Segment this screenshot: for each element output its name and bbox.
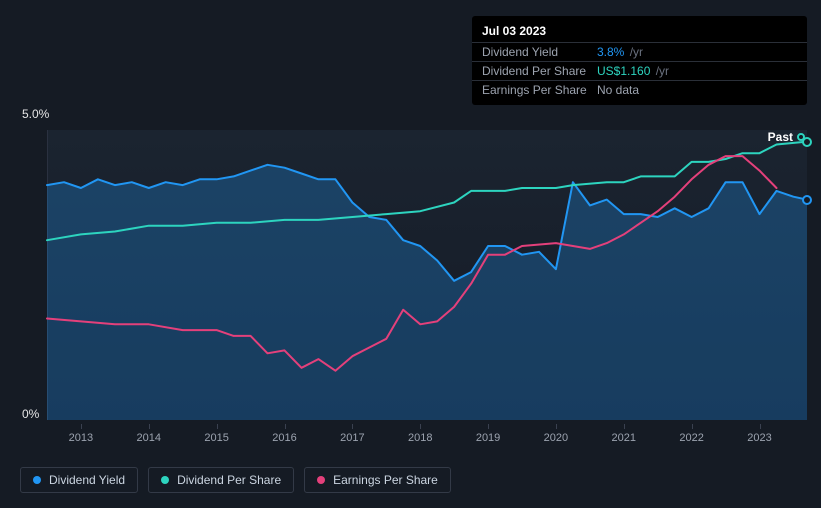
series-end-marker-dividend-yield bbox=[802, 195, 812, 205]
x-axis-label: 2021 bbox=[612, 432, 636, 444]
past-badge: Past bbox=[768, 130, 805, 144]
legend-item-label: Dividend Per Share bbox=[177, 473, 281, 487]
legend: Dividend Yield Dividend Per Share Earnings… bbox=[20, 467, 451, 493]
series-end-marker-dividend-per-share bbox=[802, 137, 812, 147]
tooltip-row: Dividend Yield3.8% /yr bbox=[472, 42, 807, 61]
x-tick bbox=[760, 424, 761, 429]
tooltip-row: Earnings Per ShareNo data bbox=[472, 80, 807, 99]
y-axis-label-min: 0% bbox=[22, 407, 39, 421]
x-tick bbox=[285, 424, 286, 429]
tooltip-row-label: Dividend Per Share bbox=[482, 64, 597, 78]
tooltip: Jul 03 2023 Dividend Yield3.8% /yrDivide… bbox=[472, 16, 807, 105]
x-axis-label: 2014 bbox=[137, 432, 161, 444]
x-tick bbox=[624, 424, 625, 429]
x-axis-label: 2023 bbox=[747, 432, 771, 444]
x-tick bbox=[217, 424, 218, 429]
tooltip-row-value: No data bbox=[597, 83, 639, 97]
legend-dot-icon bbox=[161, 476, 169, 484]
tooltip-row-label: Dividend Yield bbox=[482, 45, 597, 59]
legend-dot-icon bbox=[317, 476, 325, 484]
x-axis-label: 2016 bbox=[272, 432, 296, 444]
y-axis-label-max: 5.0% bbox=[22, 107, 49, 121]
x-axis-label: 2018 bbox=[408, 432, 432, 444]
x-axis-label: 2017 bbox=[340, 432, 364, 444]
legend-item-label: Dividend Yield bbox=[49, 473, 125, 487]
chart-container: 5.0% 0% 2013 2014 2015 2016 2017 2018 2019 2020… bbox=[0, 0, 821, 508]
legend-item-dividend-yield[interactable]: Dividend Yield bbox=[20, 467, 138, 493]
x-tick bbox=[488, 424, 489, 429]
tooltip-date: Jul 03 2023 bbox=[472, 22, 807, 42]
past-label: Past bbox=[768, 130, 793, 144]
x-tick bbox=[149, 424, 150, 429]
x-axis-label: 2022 bbox=[679, 432, 703, 444]
legend-item-dividend-per-share[interactable]: Dividend Per Share bbox=[148, 467, 294, 493]
x-axis-label: 2020 bbox=[544, 432, 568, 444]
chart-svg bbox=[47, 130, 807, 420]
tooltip-row: Dividend Per ShareUS$1.160 /yr bbox=[472, 61, 807, 80]
tooltip-row-value: 3.8% /yr bbox=[597, 45, 643, 59]
legend-item-earnings-per-share[interactable]: Earnings Per Share bbox=[304, 467, 451, 493]
x-axis-label: 2019 bbox=[476, 432, 500, 444]
legend-item-label: Earnings Per Share bbox=[333, 473, 438, 487]
series-fill-dividend-yield bbox=[47, 165, 807, 420]
x-tick bbox=[556, 424, 557, 429]
x-axis-label: 2015 bbox=[204, 432, 228, 444]
x-axis-label: 2013 bbox=[69, 432, 93, 444]
tooltip-row-label: Earnings Per Share bbox=[482, 83, 597, 97]
legend-dot-icon bbox=[33, 476, 41, 484]
x-tick bbox=[420, 424, 421, 429]
x-tick bbox=[81, 424, 82, 429]
x-tick bbox=[352, 424, 353, 429]
tooltip-row-value: US$1.160 /yr bbox=[597, 64, 669, 78]
x-tick bbox=[692, 424, 693, 429]
